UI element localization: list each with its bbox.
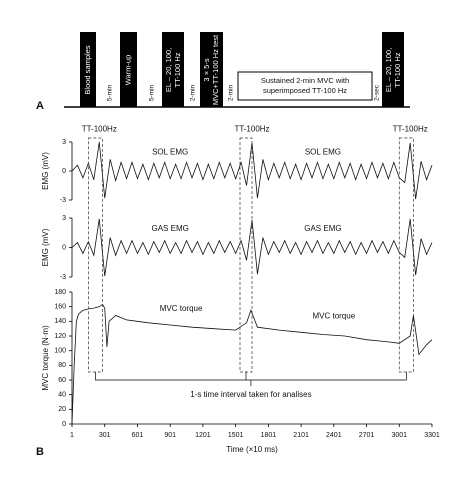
gap-label: 2-min <box>190 84 197 101</box>
step-box <box>200 32 223 107</box>
y-tick-label: 80 <box>58 362 66 369</box>
x-tick-label: 601 <box>132 432 144 439</box>
y-axis-label: MVC torque (N·m) <box>41 325 50 391</box>
gap-label: 2-sec <box>374 84 381 101</box>
y-tick-label: 180 <box>54 289 66 296</box>
step-text: Warm-up <box>123 55 132 86</box>
y-tick-label: 0 <box>62 421 66 428</box>
interval-bracket <box>95 372 407 386</box>
step-box <box>237 71 373 101</box>
panel-label: A <box>36 100 44 112</box>
gap-label: 5-min <box>149 84 156 101</box>
step-box <box>80 32 96 107</box>
x-axis-label: Time (×10 ms) <box>226 445 278 454</box>
y-tick-label: 160 <box>54 304 66 311</box>
y-axis-label: EMG (mV) <box>41 152 50 190</box>
step-box <box>382 32 404 107</box>
x-tick-label: 901 <box>164 432 176 439</box>
y-tick-label: 3 <box>62 215 66 222</box>
panel-label: B <box>36 446 44 458</box>
x-tick-label: 2401 <box>326 432 342 439</box>
step-text: 3 × 5-s <box>202 58 211 81</box>
step-text: TT-100 Hz <box>393 52 402 87</box>
step-text: Sustained 2-min MVC with <box>261 76 349 85</box>
step-text: Blood samples <box>83 45 92 94</box>
annotation: MVC torque <box>312 311 355 320</box>
x-tick-label: 3301 <box>424 432 440 439</box>
step-text: EL – 20, 100, <box>384 48 393 92</box>
gap-label: 2-min <box>228 84 235 101</box>
annotation: SOL EMG <box>152 148 188 157</box>
step-text: MVC+TT-100 Hz test <box>211 34 220 105</box>
interval-label: 1-s time interval taken for analises <box>190 390 311 399</box>
x-tick-label: 3001 <box>391 432 407 439</box>
gap-label: 5-min <box>107 84 114 101</box>
y-tick-label: -3 <box>60 197 66 204</box>
x-tick-label: 2101 <box>293 432 309 439</box>
y-tick-label: 0 <box>62 168 66 175</box>
data-line <box>71 303 433 425</box>
y-axis-label: EMG (mV) <box>41 228 50 266</box>
y-tick-label: 0 <box>62 244 66 251</box>
x-tick-label: 301 <box>99 432 111 439</box>
data-line <box>71 218 433 277</box>
y-tick-label: 100 <box>54 348 66 355</box>
x-tick-label: 1501 <box>228 432 244 439</box>
step-text: EL – 20, 100, <box>164 48 173 92</box>
y-tick-label: 60 <box>58 377 66 384</box>
y-tick-label: 140 <box>54 318 66 325</box>
x-tick-label: 1 <box>70 432 74 439</box>
annotation: MVC torque <box>160 304 203 313</box>
x-tick-label: 1801 <box>261 432 277 439</box>
x-tick-label: 1201 <box>195 432 211 439</box>
step-box <box>120 32 137 107</box>
annotation: GAS EMG <box>152 224 189 233</box>
x-tick-label: 2701 <box>359 432 375 439</box>
step-box <box>162 32 184 107</box>
annotation: SOL EMG <box>305 148 341 157</box>
step-text: superimposed TT-100 Hz <box>263 86 347 95</box>
y-tick-label: 3 <box>62 139 66 146</box>
y-tick-label: -3 <box>60 274 66 281</box>
step-text: TT-100 Hz <box>173 52 182 87</box>
annotation: TT-100Hz <box>234 125 269 134</box>
annotation: TT-100Hz <box>393 125 428 134</box>
annotation: GAS EMG <box>304 224 341 233</box>
y-tick-label: 40 <box>58 392 66 399</box>
y-tick-label: 20 <box>58 406 66 413</box>
protocol-steps: Blood samples Warm-up EL – 20, 100, TT-1… <box>80 32 404 107</box>
y-tick-label: 120 <box>54 333 66 340</box>
annotation: TT-100Hz <box>82 125 117 134</box>
